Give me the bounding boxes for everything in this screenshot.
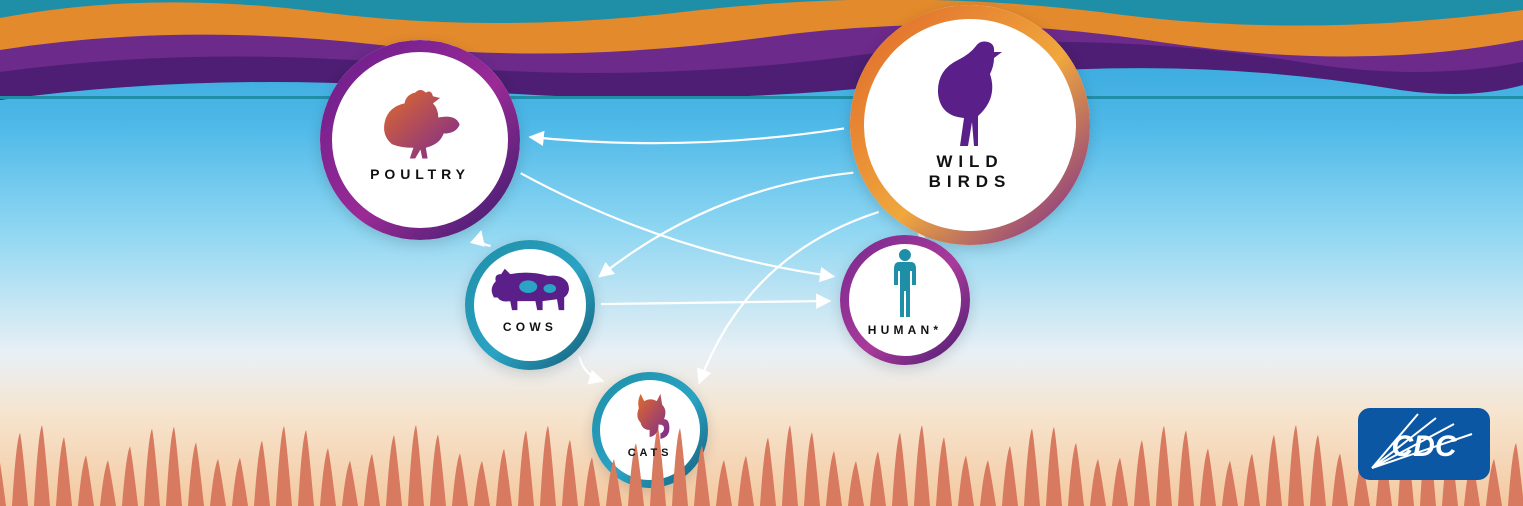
node-cats: CATS xyxy=(592,372,708,488)
transmission-edges xyxy=(0,0,1523,506)
node-label: WILD BIRDS xyxy=(929,152,1012,192)
edge-cows-to-human xyxy=(601,301,830,304)
node-label: HUMAN* xyxy=(868,323,943,337)
node-human: HUMAN* xyxy=(840,235,970,365)
cow-icon xyxy=(485,261,575,316)
chicken-icon xyxy=(373,82,468,162)
cdc-logo: CDC xyxy=(1358,408,1490,480)
human-icon xyxy=(890,249,920,319)
infographic-stage: WILD BIRDS POULTRY xyxy=(0,0,1523,506)
edge-wild_birds-to-cows xyxy=(599,173,853,277)
node-label: CATS xyxy=(628,447,673,459)
node-wild-birds: WILD BIRDS xyxy=(850,5,1090,245)
node-cows: COWS xyxy=(465,240,595,370)
node-poultry: POULTRY xyxy=(320,40,520,240)
edge-wild_birds-to-poultry xyxy=(530,128,844,143)
svg-text:CDC: CDC xyxy=(1392,430,1458,463)
grass-decor xyxy=(0,396,1523,506)
node-label: COWS xyxy=(503,320,557,334)
cat-icon xyxy=(628,388,673,443)
sky-decor xyxy=(0,0,1523,120)
bird-icon xyxy=(920,38,1020,148)
node-label: POULTRY xyxy=(370,166,470,182)
